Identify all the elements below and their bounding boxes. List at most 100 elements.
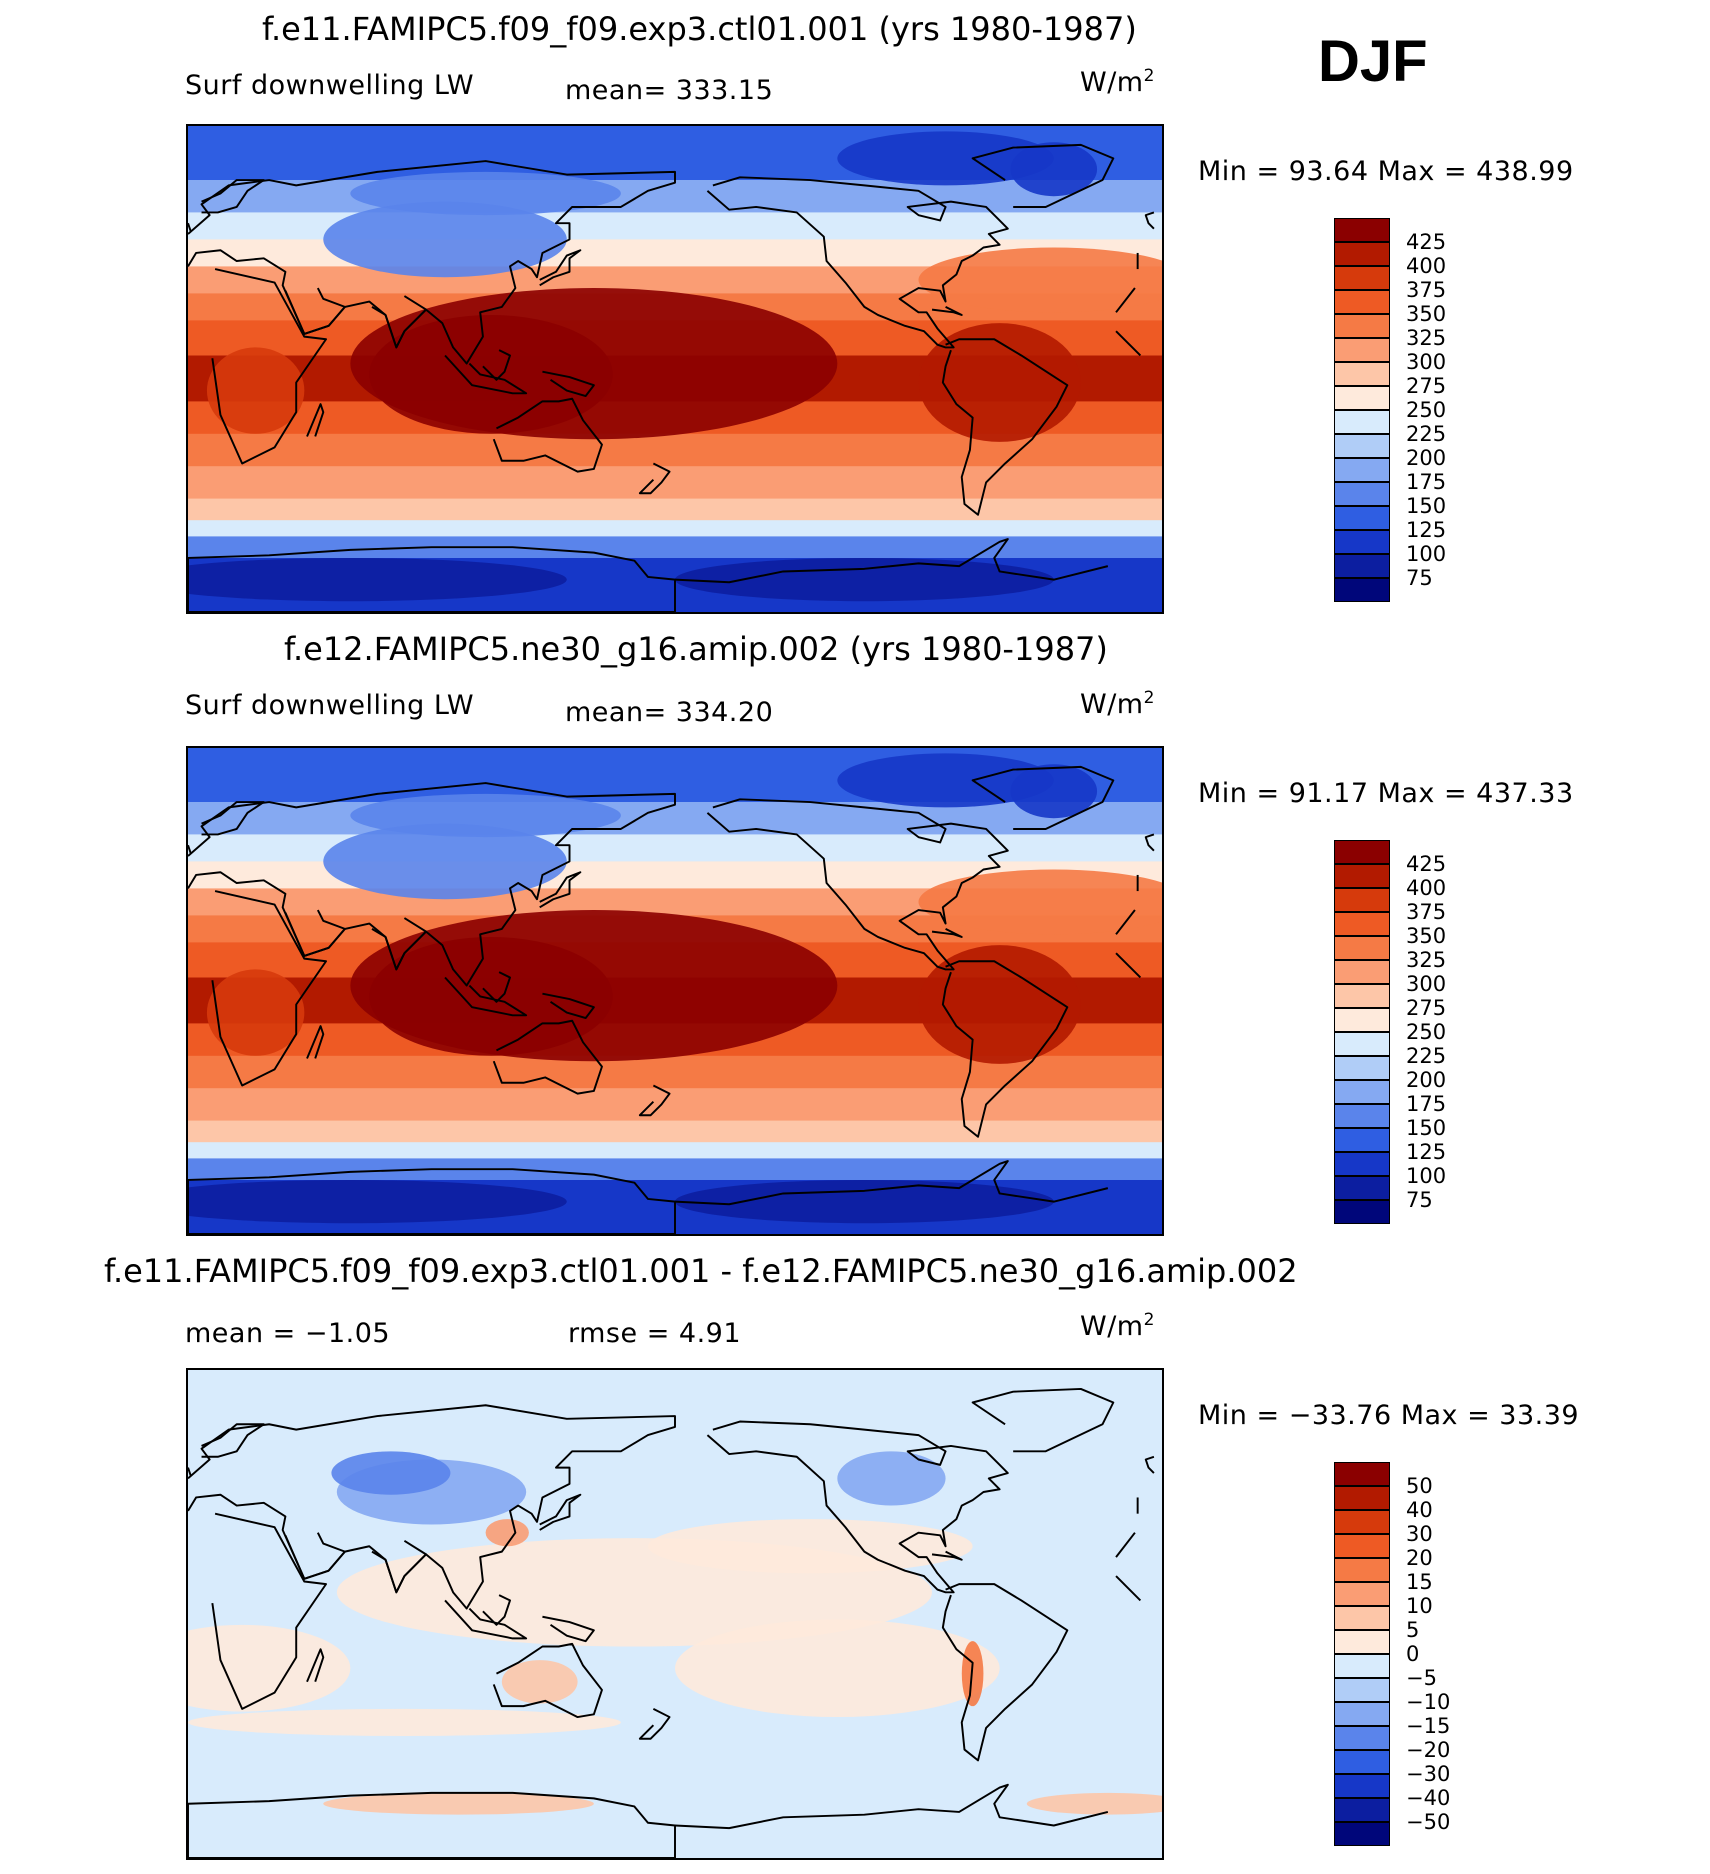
colorbar-tick-label: 400: [1406, 254, 1447, 278]
colorbar-swatch: [1334, 1654, 1390, 1678]
coastline-scandinavia: [201, 1423, 265, 1458]
colorbar-swatch: [1334, 1534, 1390, 1558]
colorbar-swatch: [1334, 936, 1390, 960]
field-anomaly: [675, 1619, 1000, 1718]
panel-1-colorbar: 425 400 375 350 325 300 275 250 225 200 175 150 125 1…: [1334, 218, 1446, 602]
colorbar-tick-label: 250: [1406, 398, 1447, 422]
colorbar-tick-label: 325: [1406, 326, 1447, 350]
field-band: [188, 498, 1162, 521]
colorbar-swatch: [1334, 410, 1390, 434]
colorbar-swatch: [1334, 530, 1390, 554]
field-band: [188, 1120, 1162, 1143]
coastline-madagascar: [306, 1648, 325, 1683]
coastline-arabia: [284, 1532, 346, 1580]
field-anomaly: [918, 869, 1162, 935]
panel-3-minmax: Min = −33.76 Max = 33.39: [1198, 1400, 1580, 1431]
coastline-greenland: [971, 143, 1115, 208]
colorbar-tick-label: 40: [1406, 1498, 1433, 1522]
coastline-indonesia: [444, 1599, 528, 1640]
coastline-africa: [211, 1512, 327, 1710]
field-anomaly: [331, 1451, 451, 1495]
coastline-africa: [211, 890, 327, 1087]
field-anomaly: [837, 131, 1054, 186]
colorbar-swatch: [1334, 482, 1390, 506]
colorbar-swatch: [1334, 1008, 1390, 1032]
coastline-africa: [211, 268, 327, 465]
colorbar-tick-label: 150: [1406, 494, 1447, 518]
colorbar-tick-label: 275: [1406, 996, 1447, 1020]
coastline-antarctica_b: [674, 538, 1109, 584]
panel-3-title: f.e11.FAMIPC5.f09_f09.exp3.ctl01.001 - f…: [104, 1252, 1298, 1290]
coastline-uk: [188, 1467, 192, 1477]
colorbar-tick-label: −5: [1406, 1666, 1437, 1690]
colorbar-swatch: [1334, 1798, 1390, 1822]
coastline-antarctica_b: [674, 1160, 1109, 1206]
field-band: [188, 180, 1162, 213]
colorbar-swatch: [1334, 1726, 1390, 1750]
coastline-png: [542, 992, 595, 1019]
colorbar-tick-label: −20: [1406, 1738, 1451, 1762]
field-anomaly: [350, 793, 621, 838]
field-anomaly: [501, 1660, 578, 1704]
field-anomaly: [918, 247, 1162, 313]
panel-3-mean: mean = −1.05: [185, 1318, 391, 1349]
colorbar-tick-label: 75: [1406, 566, 1433, 590]
colorbar-swatch: [1334, 386, 1390, 410]
colorbar-swatch: [1334, 1774, 1390, 1798]
colorbar-swatch: [1334, 362, 1390, 386]
panel-1-variable-label: Surf downwelling LW: [185, 70, 475, 101]
colorbar-swatch: [1334, 1176, 1390, 1200]
field-anomaly: [837, 753, 1054, 808]
field-anomaly: [647, 1519, 973, 1574]
coastline-australia: [492, 397, 603, 473]
field-anomaly: [206, 969, 305, 1056]
panel-1-title: f.e11.FAMIPC5.f09_f09.exp3.ctl01.001 (yr…: [262, 10, 1137, 48]
panel-1-map: [186, 124, 1164, 614]
colorbar-swatch: [1334, 840, 1390, 864]
coastline-southamerica: [941, 960, 1069, 1138]
coastline-africa: [1115, 330, 1142, 357]
coastline-uk: [1144, 211, 1155, 230]
colorbar-swatch: [1334, 1510, 1390, 1534]
colorbar-tick-label: 10: [1406, 1594, 1433, 1618]
coastline-png: [542, 1615, 595, 1643]
coastline-greenland: [971, 1387, 1115, 1453]
panel-2-title: f.e12.FAMIPC5.ne30_g16.amip.002 (yrs 198…: [284, 630, 1108, 668]
coastline-nz: [638, 462, 671, 495]
field-anomaly: [188, 1624, 351, 1712]
colorbar-tick-label: 425: [1406, 852, 1447, 876]
field-anomaly: [1010, 764, 1098, 819]
coastline-arabia: [284, 287, 346, 335]
colorbar-tick-label: 400: [1406, 876, 1447, 900]
coastline-cuba: [931, 928, 963, 938]
panel-3-map: [186, 1368, 1164, 1860]
coastline-madagascar: [306, 403, 325, 437]
field-anomaly: [323, 1792, 594, 1815]
panel-3-rmse: rmse = 4.91: [568, 1318, 742, 1349]
colorbar-swatch: [1334, 1630, 1390, 1654]
colorbar-swatch: [1334, 458, 1390, 482]
coastline-africa: [1115, 1575, 1142, 1602]
colorbar-tick-label: 0: [1406, 1642, 1420, 1666]
coastline-png: [542, 370, 595, 397]
colorbar-tick-label: 325: [1406, 948, 1447, 972]
coastline-japan: [539, 249, 582, 287]
colorbar-tick-label: 30: [1406, 1522, 1433, 1546]
field-anomaly: [1026, 1792, 1162, 1815]
colorbar-swatch: [1334, 1558, 1390, 1582]
field-anomaly: [918, 323, 1081, 442]
colorbar-swatch: [1334, 1032, 1390, 1056]
colorbar-swatch: [1334, 218, 1390, 242]
coastline-madagascar: [306, 1025, 325, 1059]
coastline-antarctica_b: [674, 1783, 1109, 1830]
coastline-australia: [492, 1019, 603, 1095]
panel-2-mean: mean= 334.20: [565, 697, 774, 728]
colorbar-tick-label: 300: [1406, 350, 1447, 374]
coastline-australia: [492, 1642, 603, 1719]
panel-2-unit: W/m2: [1080, 688, 1155, 720]
colorbar-swatch: [1334, 1200, 1390, 1224]
panel-3-unit: W/m2: [1080, 1310, 1155, 1342]
colorbar-swatch: [1334, 1486, 1390, 1510]
colorbar-tick-label: 100: [1406, 542, 1447, 566]
colorbar-tick-label: −30: [1406, 1762, 1451, 1786]
